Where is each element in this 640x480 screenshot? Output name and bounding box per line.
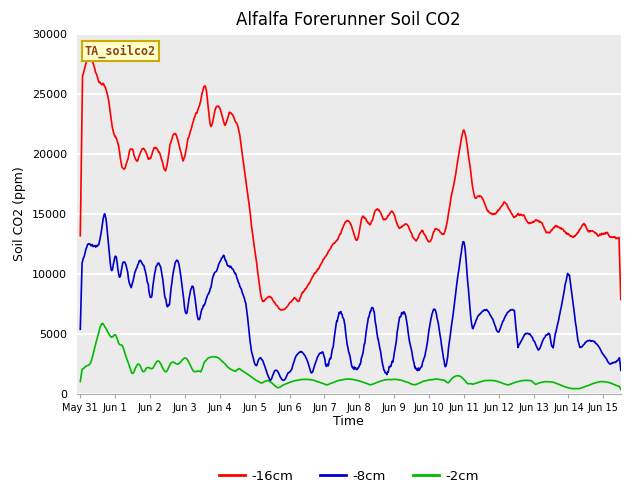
Y-axis label: Soil CO2 (ppm): Soil CO2 (ppm) <box>13 166 26 261</box>
X-axis label: Time: Time <box>333 415 364 429</box>
Legend: -16cm, -8cm, -2cm: -16cm, -8cm, -2cm <box>213 464 484 480</box>
Title: Alfalfa Forerunner Soil CO2: Alfalfa Forerunner Soil CO2 <box>237 11 461 29</box>
Text: TA_soilco2: TA_soilco2 <box>85 44 156 58</box>
